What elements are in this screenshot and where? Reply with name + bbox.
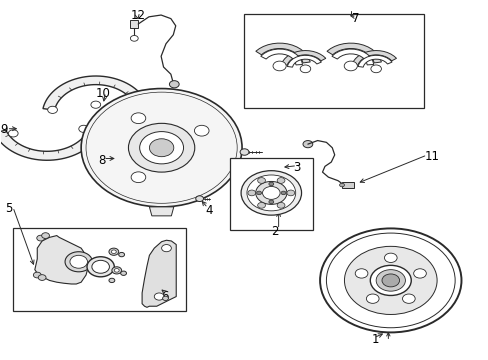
Bar bbox=[130, 20, 138, 28]
Bar bbox=[229, 158, 312, 230]
Circle shape bbox=[70, 255, 87, 268]
Polygon shape bbox=[142, 240, 176, 307]
Circle shape bbox=[87, 257, 114, 277]
Circle shape bbox=[240, 149, 248, 155]
Circle shape bbox=[247, 190, 255, 196]
Text: 6: 6 bbox=[161, 290, 169, 303]
Polygon shape bbox=[281, 50, 325, 65]
Text: 8: 8 bbox=[98, 154, 105, 167]
Circle shape bbox=[154, 293, 163, 300]
Circle shape bbox=[300, 65, 310, 73]
Polygon shape bbox=[255, 43, 309, 63]
Circle shape bbox=[241, 171, 301, 215]
Text: 12: 12 bbox=[131, 9, 145, 22]
Text: 2: 2 bbox=[271, 225, 278, 238]
Circle shape bbox=[257, 177, 265, 183]
Circle shape bbox=[262, 186, 280, 199]
Circle shape bbox=[286, 190, 294, 196]
Bar bbox=[244, 14, 423, 108]
Circle shape bbox=[114, 269, 119, 272]
Circle shape bbox=[344, 61, 357, 71]
Circle shape bbox=[162, 296, 168, 301]
Circle shape bbox=[268, 182, 273, 186]
Circle shape bbox=[257, 202, 265, 208]
Circle shape bbox=[109, 248, 119, 255]
Circle shape bbox=[195, 196, 203, 202]
Circle shape bbox=[339, 183, 344, 187]
Circle shape bbox=[91, 101, 101, 108]
Circle shape bbox=[111, 250, 116, 253]
Circle shape bbox=[121, 271, 126, 275]
Circle shape bbox=[194, 125, 208, 136]
Circle shape bbox=[402, 294, 414, 303]
Polygon shape bbox=[0, 125, 102, 160]
Circle shape bbox=[277, 202, 285, 208]
Polygon shape bbox=[351, 50, 396, 65]
Circle shape bbox=[246, 175, 295, 211]
Polygon shape bbox=[287, 55, 321, 67]
Circle shape bbox=[149, 139, 173, 157]
Circle shape bbox=[169, 81, 179, 88]
Circle shape bbox=[369, 265, 410, 296]
Circle shape bbox=[366, 294, 378, 303]
Polygon shape bbox=[331, 49, 373, 65]
Text: 4: 4 bbox=[205, 204, 213, 217]
Circle shape bbox=[131, 113, 145, 123]
Circle shape bbox=[326, 233, 454, 328]
Circle shape bbox=[370, 65, 381, 73]
Polygon shape bbox=[326, 43, 381, 63]
Polygon shape bbox=[149, 207, 173, 216]
Text: 9: 9 bbox=[0, 123, 8, 136]
Circle shape bbox=[413, 269, 426, 278]
Circle shape bbox=[8, 130, 18, 137]
Circle shape bbox=[320, 228, 461, 332]
Circle shape bbox=[81, 89, 242, 207]
Text: 11: 11 bbox=[424, 150, 439, 163]
Circle shape bbox=[48, 106, 57, 113]
Circle shape bbox=[130, 36, 138, 41]
Circle shape bbox=[268, 200, 273, 204]
Text: 5: 5 bbox=[5, 202, 13, 215]
Circle shape bbox=[112, 267, 122, 274]
Circle shape bbox=[344, 246, 436, 315]
Circle shape bbox=[119, 252, 124, 257]
Circle shape bbox=[354, 269, 367, 278]
Circle shape bbox=[38, 275, 46, 280]
Circle shape bbox=[33, 272, 41, 278]
Circle shape bbox=[281, 191, 285, 195]
Circle shape bbox=[128, 123, 194, 172]
Circle shape bbox=[272, 61, 285, 71]
Circle shape bbox=[256, 191, 261, 195]
Circle shape bbox=[132, 101, 142, 108]
Circle shape bbox=[375, 270, 405, 291]
Circle shape bbox=[161, 244, 171, 252]
Circle shape bbox=[140, 132, 183, 164]
Circle shape bbox=[381, 274, 399, 287]
Circle shape bbox=[255, 181, 286, 204]
Circle shape bbox=[37, 235, 44, 241]
Circle shape bbox=[384, 253, 396, 262]
Circle shape bbox=[277, 177, 285, 183]
Bar bbox=[13, 228, 185, 311]
Text: 1: 1 bbox=[370, 333, 378, 346]
Polygon shape bbox=[260, 49, 302, 65]
Circle shape bbox=[109, 278, 115, 283]
Circle shape bbox=[303, 140, 312, 148]
Circle shape bbox=[79, 125, 88, 132]
Polygon shape bbox=[35, 235, 88, 284]
Circle shape bbox=[65, 252, 92, 272]
Text: 3: 3 bbox=[293, 161, 300, 174]
Circle shape bbox=[92, 260, 109, 273]
Polygon shape bbox=[357, 55, 391, 67]
Text: 7: 7 bbox=[351, 12, 359, 25]
Circle shape bbox=[131, 172, 145, 183]
Circle shape bbox=[41, 233, 49, 238]
Bar bbox=[341, 182, 353, 188]
Text: 10: 10 bbox=[96, 87, 110, 100]
Polygon shape bbox=[43, 76, 146, 110]
